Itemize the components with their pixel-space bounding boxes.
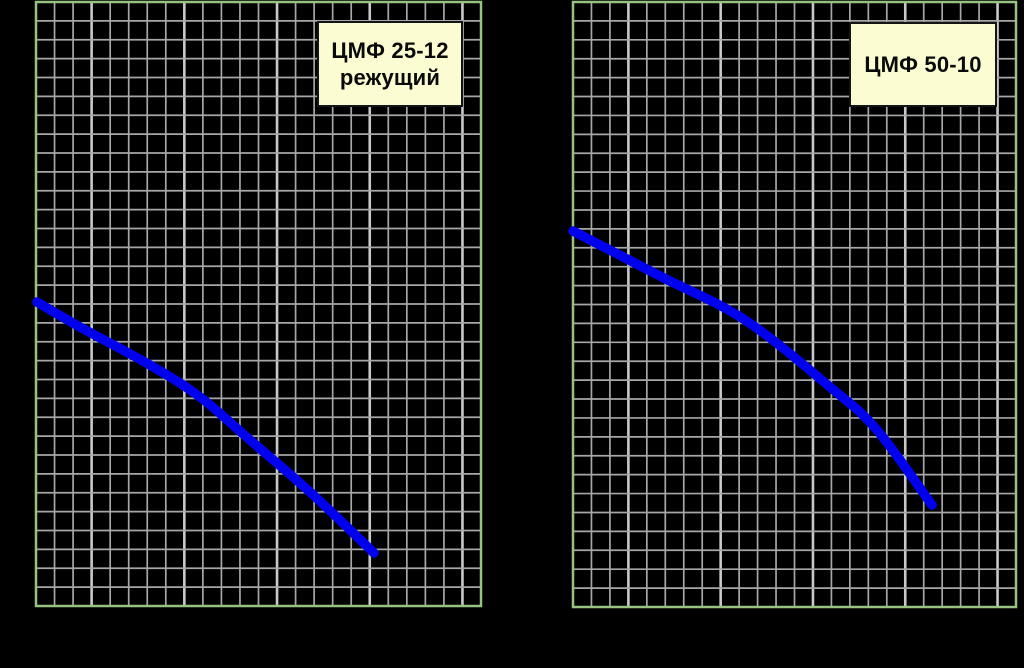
grid-lines (36, 2, 481, 606)
curve-label-subtitle: режущий (339, 65, 441, 90)
chart-panel-cmf-25-12 (32, 0, 483, 608)
chart-frame (571, 0, 1018, 609)
pump-curve-cmf-50-10 (568, 226, 937, 510)
pump-curve-cmf-25-12 (32, 297, 379, 558)
curve-label-box-cmf-25-12: ЦМФ 25-12 режущий (317, 21, 463, 107)
curve-label-title: ЦМФ 25-12 (331, 38, 449, 63)
curve-label-box-cmf-50-10: ЦМФ 50-10 (849, 22, 997, 107)
curve-label-title: ЦМФ 50-10 (864, 52, 982, 77)
